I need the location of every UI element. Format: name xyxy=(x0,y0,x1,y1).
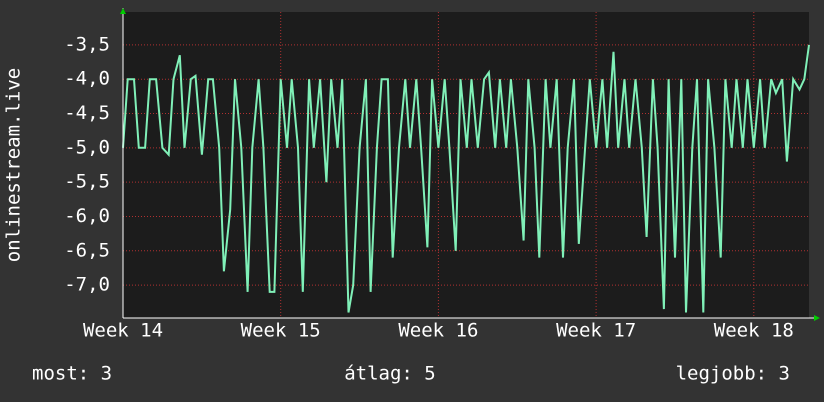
y-tick-label: -6,5 xyxy=(64,239,110,261)
y-tick-label: -7,0 xyxy=(64,274,110,296)
y-tick-label: -4,5 xyxy=(64,102,110,124)
footer-average: átlag: 5 xyxy=(344,363,436,385)
y-tick-label: -5,0 xyxy=(64,136,110,158)
x-tick-label: Week 17 xyxy=(556,320,636,342)
x-tick-label: Week 15 xyxy=(241,320,321,342)
axis-arrow xyxy=(814,315,820,321)
footer-best: legjobb: 3 xyxy=(676,363,790,385)
y-tick-label: -6,0 xyxy=(64,205,110,227)
y-tick-label: -5,5 xyxy=(64,171,110,193)
x-tick-label: Week 18 xyxy=(714,320,794,342)
x-tick-label: Week 16 xyxy=(398,320,478,342)
series-line xyxy=(122,44,810,313)
axis-arrow xyxy=(120,8,126,14)
plot-area xyxy=(123,12,809,318)
x-tick-label: Week 14 xyxy=(83,320,163,342)
y-axis-label: onlinestream.live xyxy=(3,68,25,262)
y-tick-label: -4,0 xyxy=(64,68,110,90)
footer-current: most: 3 xyxy=(32,363,112,385)
y-tick-label: -3,5 xyxy=(64,33,110,55)
